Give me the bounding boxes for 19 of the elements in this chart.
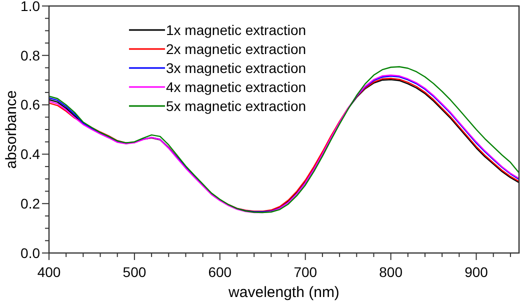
x-tick-label: 800 bbox=[379, 264, 403, 280]
x-tick-label: 600 bbox=[208, 264, 232, 280]
y-tick-label: 0.2 bbox=[20, 196, 40, 212]
y-axis-title: absorbance bbox=[3, 90, 20, 169]
y-tick-label: 0.6 bbox=[20, 96, 40, 113]
legend-label: 2x magnetic extraction bbox=[166, 40, 306, 57]
y-tick-label: 1.0 bbox=[20, 0, 40, 14]
legend-label: 3x magnetic extraction bbox=[166, 60, 306, 76]
y-tick-label: 0.8 bbox=[20, 47, 40, 64]
x-tick-label: 700 bbox=[294, 264, 318, 280]
x-tick-label: 500 bbox=[122, 264, 146, 280]
x-axis-title: wavelength (nm) bbox=[228, 284, 340, 301]
x-tick-label: 400 bbox=[37, 264, 61, 280]
y-tick-label: 0.0 bbox=[20, 244, 40, 261]
legend-label: 4x magnetic extraction bbox=[166, 78, 306, 95]
legend-label: 5x magnetic extraction bbox=[166, 98, 306, 114]
y-tick-label: 0.4 bbox=[20, 146, 40, 162]
legend-label: 1x magnetic extraction bbox=[166, 22, 306, 38]
x-tick-label: 900 bbox=[464, 264, 488, 280]
